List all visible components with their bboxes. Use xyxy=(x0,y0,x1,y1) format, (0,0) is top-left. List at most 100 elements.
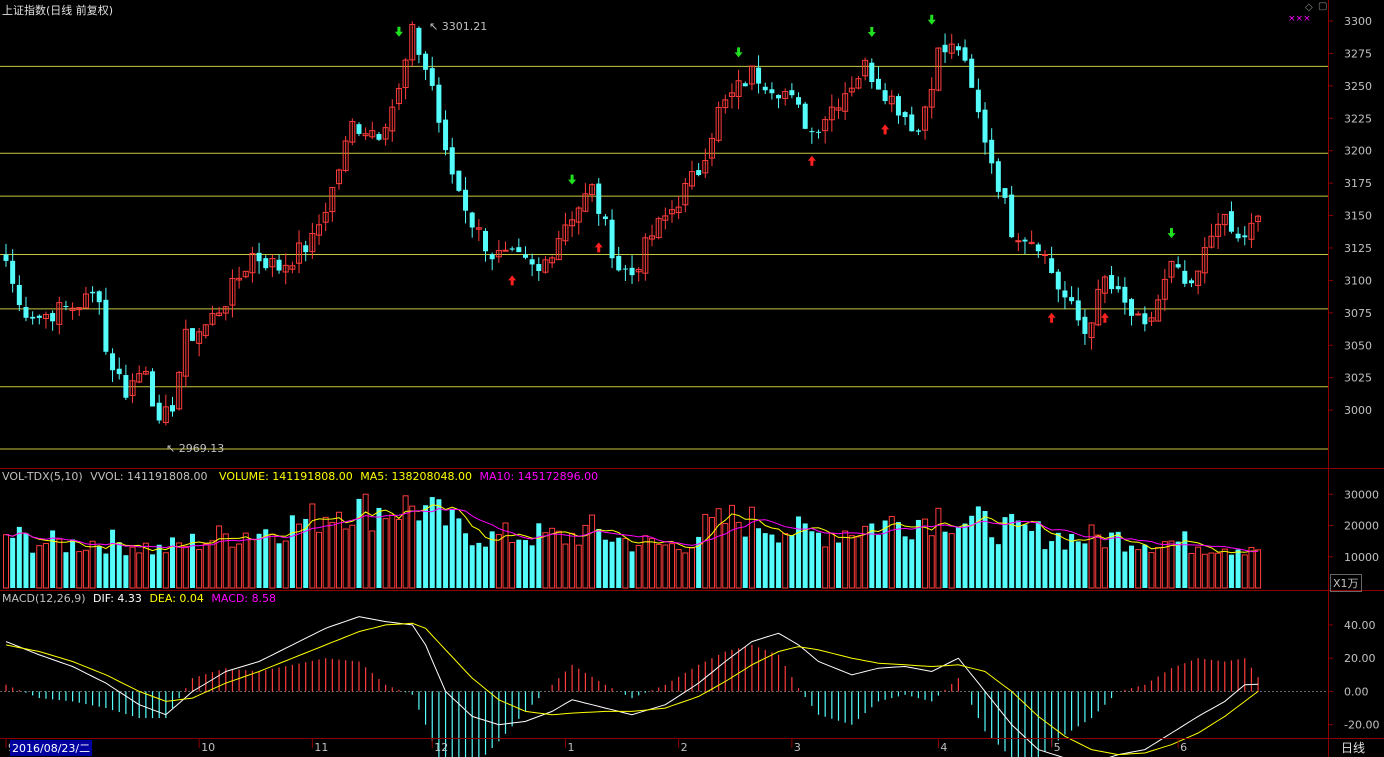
candle-up xyxy=(402,59,409,89)
candle-down xyxy=(796,97,802,105)
candle-down xyxy=(915,130,921,132)
chart-grid xyxy=(0,65,1328,692)
volume-bar-up xyxy=(542,532,549,589)
dea-value: DEA: 0.04 xyxy=(149,592,204,605)
candle-down xyxy=(423,53,429,70)
candle-down xyxy=(156,402,162,421)
volume-bar-up xyxy=(316,531,323,589)
candle-down xyxy=(769,89,775,94)
candle-up xyxy=(76,307,83,311)
volume-bar-up xyxy=(1248,546,1255,589)
candle-up xyxy=(669,209,675,215)
volume-bar-up xyxy=(1201,553,1208,589)
candle-down xyxy=(1109,275,1115,290)
volume-unit-label[interactable]: X1万 xyxy=(1330,574,1362,592)
volume-bar-up xyxy=(655,543,662,589)
candle-down xyxy=(536,264,542,272)
candle-up xyxy=(688,171,695,187)
candle-down xyxy=(962,47,968,61)
volume-bar-down xyxy=(942,531,948,588)
price-tick-label: 3125 xyxy=(1344,242,1372,255)
volume-bar-up xyxy=(549,527,556,589)
diamond-icon[interactable]: ◇ xyxy=(1305,2,1313,13)
volume-bar-down xyxy=(30,552,36,588)
volume-bar-up xyxy=(888,516,895,589)
period-button[interactable]: 日线 xyxy=(1341,741,1366,755)
date-tick-label: 11 xyxy=(314,741,328,754)
candle-down xyxy=(1235,233,1241,239)
volume-bar-up xyxy=(296,523,303,589)
volume-bars[interactable] xyxy=(3,493,1262,589)
candle-down xyxy=(596,183,602,214)
candle-up xyxy=(888,95,895,105)
candle-down xyxy=(776,94,782,99)
window-icon[interactable]: ▢ xyxy=(1318,1,1328,12)
volume-bar-up xyxy=(395,518,402,589)
candle-up xyxy=(935,47,942,91)
candle-up xyxy=(748,65,755,85)
volume-bar-up xyxy=(1135,549,1142,589)
volume-bar-down xyxy=(483,546,489,588)
volume-bar-up xyxy=(282,540,289,589)
volume-bar-up xyxy=(336,511,342,589)
volume-bar-down xyxy=(869,523,875,588)
volume-bar-up xyxy=(369,530,376,589)
volume-bar-up xyxy=(782,533,789,589)
volume-bar-down xyxy=(1115,531,1121,588)
buy-signal-arrow xyxy=(594,242,603,253)
volume-bar-up xyxy=(1188,552,1195,589)
candle-up xyxy=(948,43,955,54)
candle-down xyxy=(902,112,908,118)
sell-signal-arrow xyxy=(568,174,577,185)
volume-bar-down xyxy=(449,508,455,588)
candle-up xyxy=(176,371,183,410)
candle-down xyxy=(629,267,635,276)
candle-down xyxy=(256,252,262,262)
volume-bar-up xyxy=(715,508,722,589)
volume-bar-up xyxy=(389,514,396,589)
volume-bar-down xyxy=(1122,551,1128,588)
volume-bar-down xyxy=(436,499,442,588)
candle-up xyxy=(922,106,929,131)
volume-bar-up xyxy=(196,549,203,589)
volume-ma-lines xyxy=(5,504,1259,554)
volume-bar-up xyxy=(182,545,189,589)
volume-bar-up xyxy=(1161,541,1168,589)
price-tick-label: 3250 xyxy=(1344,80,1372,93)
candle-up xyxy=(162,406,169,423)
candle-up xyxy=(1215,223,1222,237)
volume-bar-down xyxy=(96,546,102,588)
volume-bar-up xyxy=(42,542,49,589)
volume-bar-up xyxy=(948,533,955,589)
candle-up xyxy=(635,268,642,273)
volume-bar-down xyxy=(116,542,122,588)
volume-bar-up xyxy=(555,530,562,589)
candle-down xyxy=(90,291,96,294)
candle-up xyxy=(216,312,223,317)
candle-down xyxy=(516,247,522,253)
volume-bar-down xyxy=(1069,534,1075,588)
candle-down xyxy=(1129,299,1135,316)
volume-bar-up xyxy=(928,535,935,589)
volume-indicator-name: VOL-TDX(5,10) xyxy=(2,470,83,483)
candle-down xyxy=(436,84,442,123)
volume-bar-down xyxy=(1042,549,1048,588)
overlay-marker[interactable]: ××× xyxy=(1288,14,1311,24)
volume-bar-down xyxy=(469,545,475,588)
volume-bar-down xyxy=(629,551,635,588)
volume-bar-down xyxy=(836,542,841,588)
candle-down xyxy=(483,230,489,252)
macd-tick-label: -20.00 xyxy=(1344,719,1379,732)
candle-up xyxy=(1088,322,1095,339)
volume-bar-down xyxy=(596,528,602,588)
volume-bar-down xyxy=(443,525,449,588)
candle-up xyxy=(855,78,862,89)
price-tick-label: 3225 xyxy=(1344,112,1372,125)
volume-bar-down xyxy=(189,533,195,588)
candlestick-series[interactable] xyxy=(3,21,1262,426)
price-tick-label: 3100 xyxy=(1344,274,1372,287)
candle-down xyxy=(609,219,615,259)
candle-up xyxy=(382,127,389,140)
date-tick-label: 1 xyxy=(567,741,574,754)
candle-up xyxy=(249,252,256,274)
